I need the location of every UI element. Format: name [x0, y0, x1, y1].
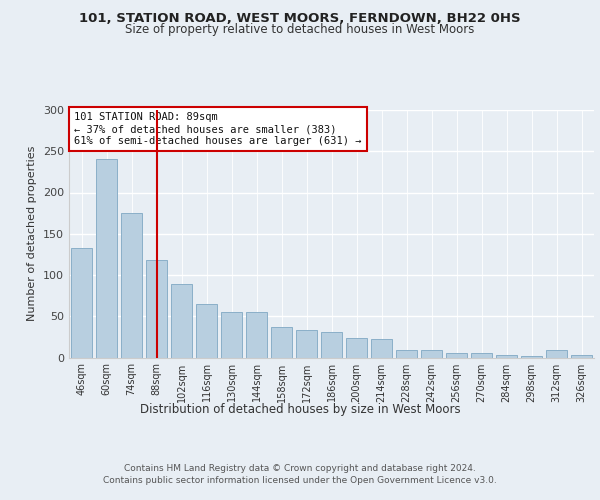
Y-axis label: Number of detached properties: Number of detached properties — [28, 146, 37, 322]
Bar — [271, 327, 292, 358]
Bar — [321, 332, 342, 357]
Bar — [246, 312, 267, 358]
Bar — [96, 160, 117, 358]
Bar — [121, 213, 142, 358]
Bar — [571, 355, 592, 358]
Bar — [546, 350, 567, 358]
Text: Size of property relative to detached houses in West Moors: Size of property relative to detached ho… — [125, 24, 475, 36]
Bar — [421, 350, 442, 358]
Text: Contains HM Land Registry data © Crown copyright and database right 2024.: Contains HM Land Registry data © Crown c… — [124, 464, 476, 473]
Bar — [371, 340, 392, 357]
Bar — [296, 330, 317, 357]
Bar — [196, 304, 217, 358]
Bar — [171, 284, 192, 358]
Bar — [146, 260, 167, 358]
Text: Distribution of detached houses by size in West Moors: Distribution of detached houses by size … — [140, 402, 460, 415]
Text: Contains public sector information licensed under the Open Government Licence v3: Contains public sector information licen… — [103, 476, 497, 485]
Text: 101, STATION ROAD, WEST MOORS, FERNDOWN, BH22 0HS: 101, STATION ROAD, WEST MOORS, FERNDOWN,… — [79, 12, 521, 26]
Text: 101 STATION ROAD: 89sqm
← 37% of detached houses are smaller (383)
61% of semi-d: 101 STATION ROAD: 89sqm ← 37% of detache… — [74, 112, 362, 146]
Bar — [396, 350, 417, 358]
Bar — [71, 248, 92, 358]
Bar — [221, 312, 242, 358]
Bar — [346, 338, 367, 357]
Bar — [521, 356, 542, 358]
Bar — [496, 355, 517, 358]
Bar — [471, 354, 492, 358]
Bar — [446, 354, 467, 358]
